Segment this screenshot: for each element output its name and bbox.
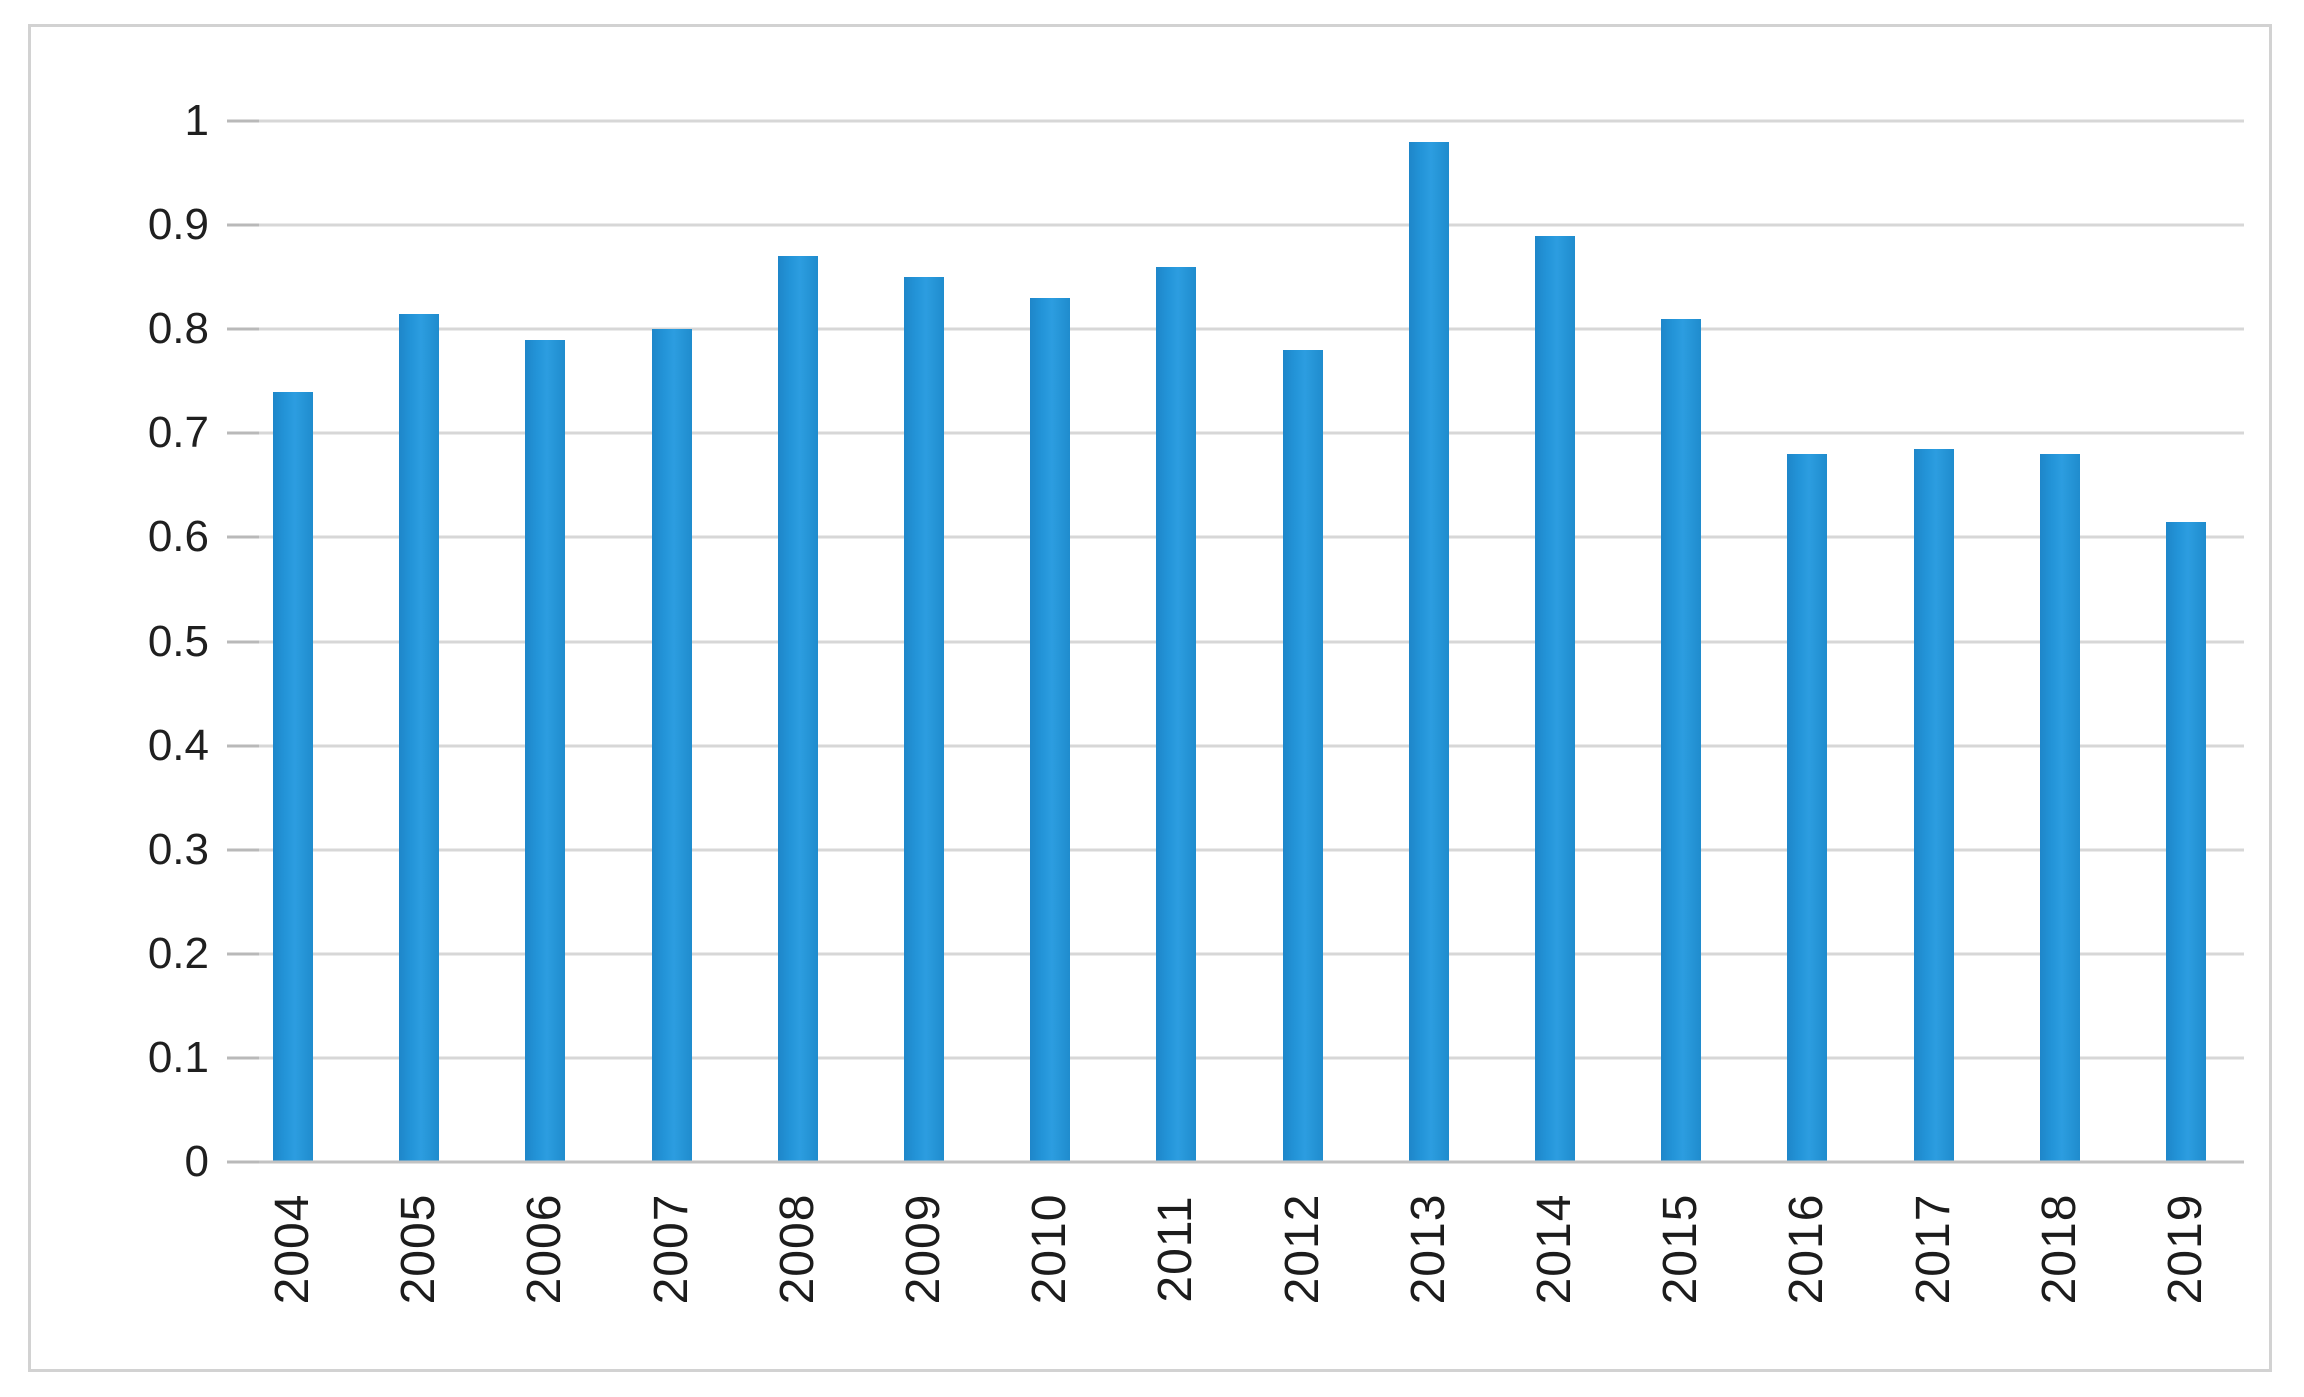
y-axis-label: 0.3 (147, 824, 209, 874)
y-axis-label: 0.9 (147, 200, 209, 250)
x-axis-line (259, 1160, 2244, 1164)
x-axis-label-2017: 2017 (1906, 1193, 1960, 1305)
chart-frame: 1 0.9 0.8 0.7 0.6 0.5 0.4 0.3 0.2 0.1 0 2004 2005 200… (28, 24, 2272, 1372)
gridline (259, 1056, 2244, 1060)
y-axis-label: 0.8 (147, 304, 209, 354)
y-axis-tick (227, 848, 259, 852)
y-axis-tick (227, 327, 259, 331)
y-axis-tick (227, 744, 259, 748)
y-axis-label: 0.6 (147, 512, 209, 562)
y-axis-label: 0 (184, 1137, 209, 1186)
bar-2017 (1913, 448, 1954, 1162)
y-axis-label: 0.1 (147, 1032, 209, 1082)
gridline (259, 327, 2244, 331)
bar-2018 (2039, 454, 2080, 1162)
bar-2012 (1282, 350, 1323, 1162)
gridline (259, 535, 2244, 539)
y-axis-label: 0.7 (147, 408, 209, 458)
gridline (259, 431, 2244, 435)
x-axis-label-2019: 2019 (2159, 1193, 2212, 1305)
gridline (259, 848, 2244, 852)
gridline (259, 119, 2244, 123)
x-axis-label-2009: 2009 (897, 1193, 950, 1305)
bar-2011 (1156, 266, 1197, 1162)
x-axis-label-2010: 2010 (1023, 1193, 1077, 1305)
bar-2019 (2166, 521, 2206, 1162)
y-axis-tick (227, 1056, 259, 1060)
bar-2015 (1661, 318, 1702, 1162)
y-axis-label: 0.2 (147, 928, 209, 978)
y-axis-tick (227, 431, 259, 435)
x-axis-label-2008: 2008 (770, 1193, 824, 1305)
bar-2004 (273, 391, 313, 1162)
bar-2008 (777, 256, 818, 1162)
y-axis-tick (227, 223, 259, 227)
y-axis-tick (227, 119, 259, 123)
bar-2013 (1408, 141, 1449, 1162)
x-axis-label-2005: 2005 (392, 1193, 446, 1305)
bar-2014 (1535, 235, 1575, 1162)
bar-2010 (1030, 297, 1071, 1162)
x-axis-label-2011: 2011 (1149, 1195, 1203, 1303)
x-axis-label-2015: 2015 (1654, 1193, 1708, 1305)
bar-2006 (525, 339, 566, 1162)
x-axis-label-2016: 2016 (1780, 1193, 1834, 1305)
gridline (259, 223, 2244, 227)
y-axis-tick (227, 1160, 259, 1164)
bar-2007 (651, 329, 692, 1162)
y-axis-tick (227, 640, 259, 643)
y-axis-label: 0.5 (147, 616, 209, 666)
plot-area (259, 119, 2244, 1164)
x-axis-label-2013: 2013 (1401, 1193, 1455, 1305)
gridline (259, 640, 2244, 643)
y-axis-label: 0.4 (147, 720, 209, 770)
x-axis-label-2012: 2012 (1275, 1193, 1329, 1305)
gridline (259, 952, 2244, 956)
x-axis-label-2006: 2006 (518, 1193, 572, 1305)
x-axis-label-2007: 2007 (644, 1193, 698, 1305)
x-axis-label-2014: 2014 (1528, 1193, 1581, 1305)
bar-2005 (399, 313, 440, 1162)
gridline (259, 744, 2244, 748)
bar-2009 (904, 277, 944, 1162)
x-axis-label-2004: 2004 (266, 1193, 319, 1305)
y-axis-tick (227, 952, 259, 956)
y-axis-label: 1 (184, 96, 209, 145)
x-axis-label-2018: 2018 (2032, 1193, 2086, 1305)
y-axis-tick (227, 535, 259, 539)
bar-2016 (1787, 454, 1828, 1162)
